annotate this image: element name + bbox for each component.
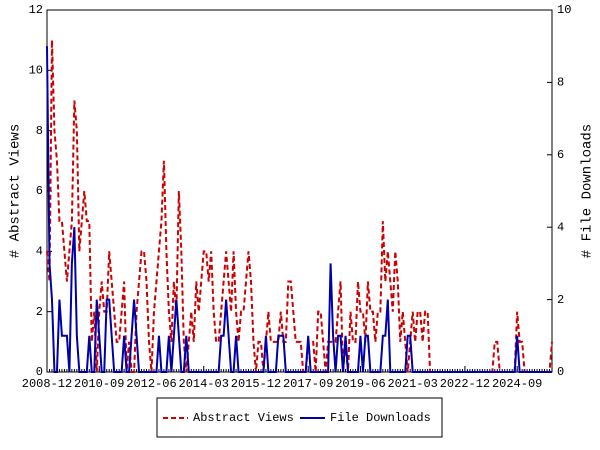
y2-tick-label: 2 bbox=[557, 293, 564, 307]
y2-axis-label: # File Downloads bbox=[580, 124, 596, 258]
y-tick-label: 2 bbox=[36, 305, 43, 319]
y2-tick-label: 4 bbox=[557, 220, 564, 234]
x-tick-label: 2022-12 bbox=[440, 377, 490, 391]
legend-box bbox=[156, 397, 443, 438]
y2-tick-label: 8 bbox=[557, 76, 564, 90]
y-tick-label: 10 bbox=[29, 64, 43, 78]
y-tick-label: 8 bbox=[36, 124, 43, 138]
y-tick-label: 4 bbox=[36, 245, 43, 259]
y2-tick-label: 6 bbox=[557, 148, 564, 162]
y-axis-label: # Abstract Views bbox=[8, 124, 24, 258]
legend-label: Abstract Views bbox=[193, 411, 294, 425]
y2-tick-label: 10 bbox=[557, 3, 571, 17]
x-tick-label: 2014-03 bbox=[179, 377, 229, 391]
y-tick-label: 0 bbox=[36, 365, 43, 379]
y-tick-label: 12 bbox=[29, 3, 43, 17]
plot-frame bbox=[46, 9, 553, 373]
x-tick-label: 2017-09 bbox=[283, 377, 333, 391]
series-line bbox=[46, 40, 553, 373]
series-line bbox=[46, 46, 552, 373]
x-tick-label: 2015-12 bbox=[231, 377, 281, 391]
x-tick-label: 2024-09 bbox=[492, 377, 542, 391]
x-tick-label: 2008-12 bbox=[22, 377, 72, 391]
x-tick-label: 2019-06 bbox=[335, 377, 385, 391]
x-tick-label: 2010-09 bbox=[74, 377, 124, 391]
x-tick-label: 2012-06 bbox=[126, 377, 176, 391]
legend-label: File Downloads bbox=[330, 411, 431, 425]
y-tick-label: 6 bbox=[36, 184, 43, 198]
y2-tick-label: 0 bbox=[557, 365, 564, 379]
x-tick-label: 2021-03 bbox=[387, 377, 437, 391]
